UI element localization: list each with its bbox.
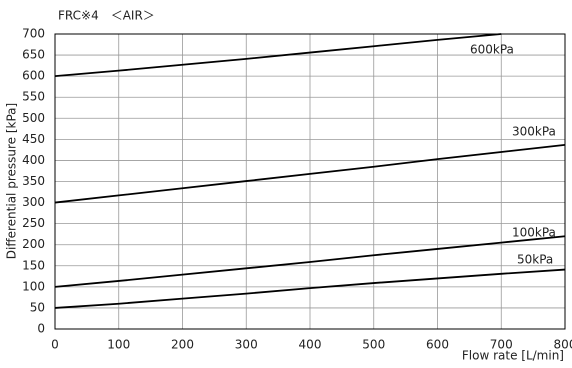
x-axis-label: Flow rate [L/min] [462,349,564,363]
series-line [54,143,566,204]
series-line [54,235,566,288]
y-tick-label: 50 [30,300,45,314]
x-tick-label: 300 [235,338,258,352]
y-tick-label: 250 [22,216,45,230]
y-tick-label: 450 [22,132,45,146]
y-tick-label: 0 [37,322,45,336]
x-tick-label: 800 [554,338,572,352]
series-label: 300kPa [512,125,556,139]
x-tick-label: 100 [107,338,130,352]
y-axis-label: Differential pressure [kPa] [5,103,19,259]
y-tick-label: 500 [22,111,45,125]
y-tick-label: 300 [22,195,45,209]
x-tick-label: 700 [490,338,513,352]
series-label: 600kPa [470,43,514,57]
y-tick-label: 550 [22,90,45,104]
x-tick-label: 500 [362,338,385,352]
x-tick-label: 400 [299,338,322,352]
series-line [54,33,502,78]
y-tick-label: 350 [22,174,45,188]
y-tick-label: 100 [22,279,45,293]
y-tick-label: 700 [22,27,45,41]
x-tick-label: 200 [171,338,194,352]
series-label: 50kPa [517,253,553,267]
y-tick-label: 650 [22,48,45,62]
y-tick-label: 400 [22,153,45,167]
x-tick-label: 0 [51,338,59,352]
y-tick-label: 200 [22,237,45,251]
series-line [54,268,566,309]
plot-frame [54,33,566,330]
y-tick-label: 600 [22,69,45,83]
chart-title: FRC※4 ＜AIR＞ [58,9,155,23]
x-tick-label: 600 [426,338,449,352]
y-tick-label: 150 [22,258,45,272]
series-label: 100kPa [512,226,556,240]
